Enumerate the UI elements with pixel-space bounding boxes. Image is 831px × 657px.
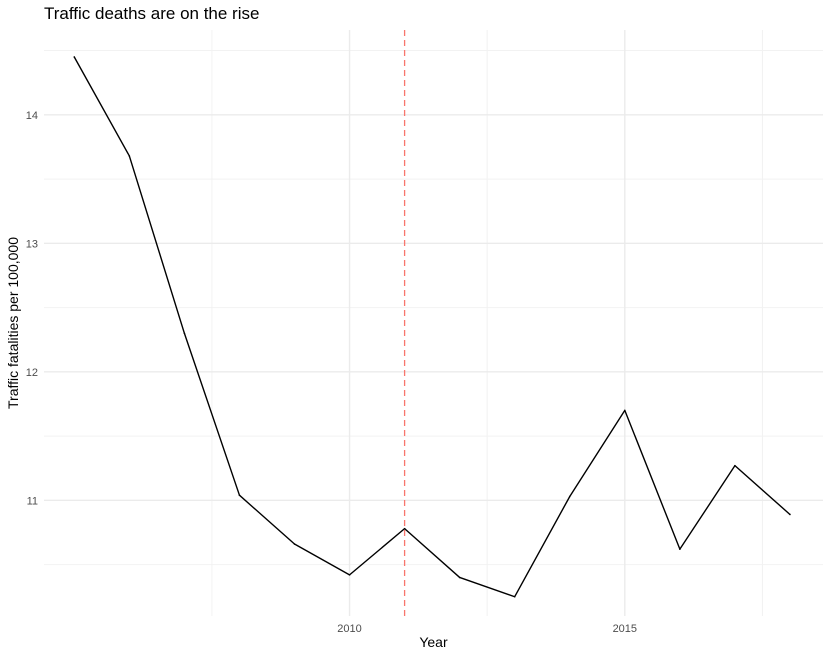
data-point — [734, 464, 736, 467]
data-point — [789, 513, 791, 516]
x-axis-ticks: 2010 2015 — [337, 623, 637, 635]
grid-lines — [44, 30, 823, 616]
data-point — [293, 543, 296, 545]
data-point — [403, 527, 406, 530]
data-point — [183, 332, 186, 335]
x-axis-label: Year — [419, 634, 448, 650]
data-point — [348, 574, 351, 576]
data-point — [624, 409, 626, 412]
y-tick-label: 12 — [26, 367, 38, 379]
data-point — [679, 548, 681, 550]
data-point — [128, 155, 131, 157]
data-point — [513, 595, 516, 598]
chart-title: Traffic deaths are on the rise — [44, 4, 260, 23]
x-tick-label: 2010 — [337, 623, 361, 635]
series-line — [73, 56, 791, 598]
y-axis-ticks: 11 12 13 14 — [26, 110, 38, 508]
data-point — [73, 56, 76, 58]
data-point — [238, 494, 241, 497]
y-tick-label: 13 — [26, 238, 38, 250]
data-point — [568, 495, 571, 498]
y-tick-label: 11 — [27, 495, 38, 507]
x-tick-label: 2015 — [613, 623, 637, 635]
data-point — [458, 576, 461, 579]
series-group — [73, 56, 791, 598]
y-axis-label: Traffic fatalities per 100,000 — [5, 237, 21, 409]
y-tick-label: 14 — [26, 110, 38, 122]
